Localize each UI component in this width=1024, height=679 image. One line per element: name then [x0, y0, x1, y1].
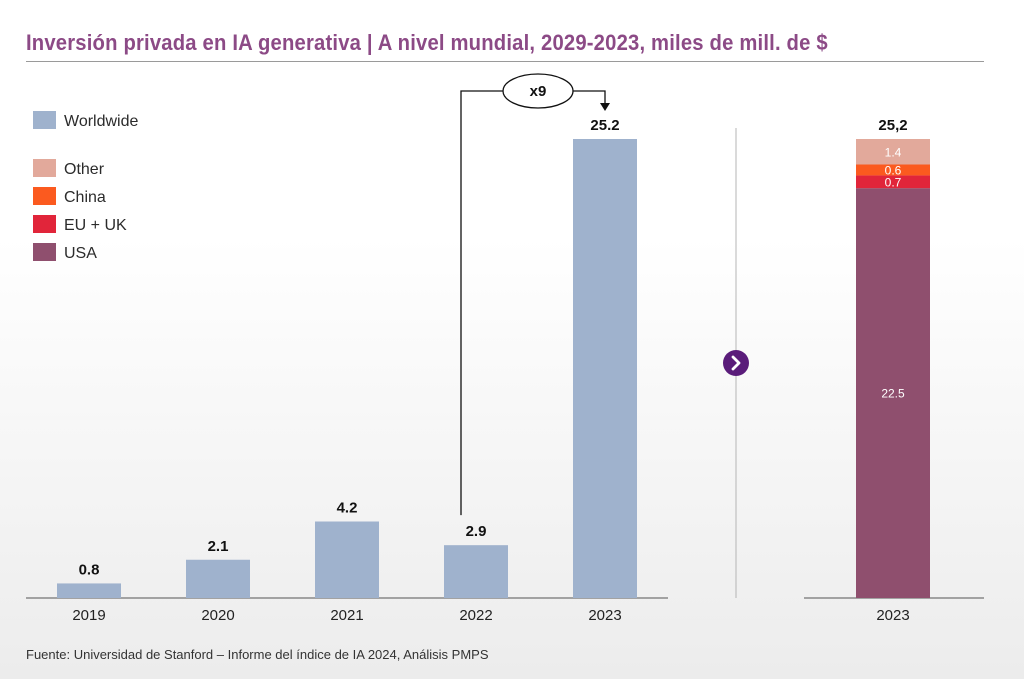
x-tick-2020: 2020 [201, 607, 234, 624]
chart-title: Inversión privada en IA generativa | A n… [26, 30, 828, 55]
legend-swatch-other [33, 159, 56, 177]
x-tick-2021: 2021 [330, 607, 363, 624]
legend-label-worldwide: Worldwide [64, 113, 139, 130]
x-tick-2022: 2022 [459, 607, 492, 624]
legend-label-china: China [64, 189, 106, 206]
growth-annotation: x9 [460, 73, 610, 516]
stack-label-eu-uk: 0.7 [885, 175, 902, 189]
legend-label-eu-uk: EU + UK [64, 217, 127, 234]
bar-2021 [315, 521, 379, 598]
bar-value-2020: 2.1 [208, 538, 229, 555]
bar-2020 [186, 559, 250, 598]
legend: Worldwide Other China EU + UK USA [33, 111, 139, 262]
stack-label-china: 0.6 [885, 163, 902, 177]
worldwide-bar-chart: 0.8 2019 2.1 2020 4.2 2021 2.9 2022 25.2 2023 [26, 117, 668, 624]
regional-stacked-chart: 22.5 0.70.6 1.4 25,2 2023 [804, 117, 984, 624]
x-tick-2023: 2023 [588, 607, 621, 624]
annotation-multiplier: x9 [530, 83, 547, 100]
legend-swatch-china [33, 187, 56, 205]
bar-2019 [57, 583, 121, 598]
stacked-x-tick-2023: 2023 [876, 607, 909, 624]
stack-label-other: 1.4 [885, 145, 902, 159]
source-note: Fuente: Universidad de Stanford – Inform… [26, 647, 489, 662]
legend-label-usa: USA [64, 245, 97, 262]
bar-2022 [444, 545, 508, 598]
legend-label-other: Other [64, 161, 105, 178]
stack-segment-eu-uk [856, 175, 930, 189]
bar-value-2022: 2.9 [466, 523, 487, 540]
next-chevron-badge[interactable] [723, 350, 749, 376]
title-divider [26, 61, 984, 62]
annotation-arrowhead [600, 103, 610, 111]
bar-value-2021: 4.2 [337, 500, 358, 517]
stack-segment-usa [856, 188, 930, 598]
legend-swatch-eu-uk [33, 215, 56, 233]
stack-total-label: 25,2 [878, 117, 907, 134]
legend-swatch-usa [33, 243, 56, 261]
next-chevron-button[interactable] [723, 350, 749, 376]
bar-2023 [573, 139, 637, 598]
x-tick-2019: 2019 [72, 607, 105, 624]
bar-value-2019: 0.8 [79, 561, 100, 578]
stack-label-usa: 22.5 [881, 387, 905, 401]
legend-swatch-worldwide [33, 111, 56, 129]
stack-segment-china [856, 164, 930, 176]
annotation-bubble [502, 73, 574, 109]
chevron-right-icon [731, 355, 741, 371]
bar-value-2023: 25.2 [590, 117, 619, 134]
stack-segment-other [856, 139, 930, 165]
